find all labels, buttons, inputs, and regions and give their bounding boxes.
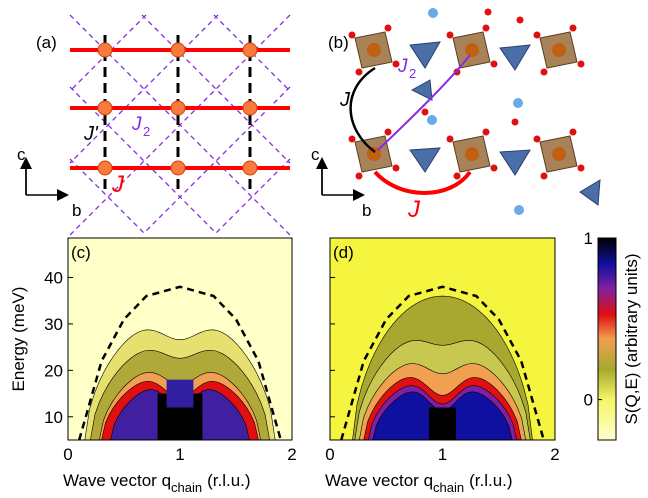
colorbar-label: S(Q,E) (arbitrary units)	[622, 254, 641, 425]
panel-label: (c)	[71, 243, 91, 262]
panel-label: (b)	[328, 33, 349, 52]
x-label-unit: (r.l.u.)	[207, 471, 250, 490]
contour-fill	[68, 238, 292, 440]
x-tick-label: 2	[287, 445, 296, 464]
j2-subscript: 2	[143, 124, 150, 139]
x-label-unit: (r.l.u.)	[469, 471, 512, 490]
figure: (a) c b J' J 2 J (b) c b J' J 2 J 012102…	[0, 0, 648, 498]
axis-label: b	[362, 201, 371, 220]
x-label-sub: chain	[433, 480, 464, 495]
x-axis-label: Wave vector qchain (r.l.u.)	[63, 471, 251, 495]
j-prime-label: J'	[83, 123, 99, 145]
panel-b: (b) c b J' J 2 J	[311, 8, 600, 223]
colorbar-tick-label: 0	[584, 391, 593, 410]
panel-label: (d)	[333, 243, 354, 262]
contour-panel: 0 1 2 (d) Wave vector qchain (r.l.u.)	[325, 238, 560, 495]
j2-label: J	[397, 56, 408, 77]
colorbar-gradient	[598, 238, 616, 440]
panel-label: (a)	[36, 33, 57, 52]
x-tick-label: 1	[438, 445, 447, 464]
j-label: J	[407, 196, 421, 223]
y-tick-label: 10	[44, 408, 63, 427]
j2-subscript: 2	[409, 66, 416, 81]
panel-a: (a) c b J' J 2 J	[17, 15, 290, 235]
axis-label: c	[311, 145, 320, 164]
y-tick-label: 40	[44, 268, 63, 287]
y-tick-label: 20	[44, 361, 63, 380]
y-axis-label: Energy (meV)	[9, 287, 28, 392]
x-tick-label: 2	[550, 445, 559, 464]
x-axis-label: Wave vector qchain (r.l.u.)	[325, 471, 513, 495]
contour-fill	[330, 238, 555, 440]
colorbar: 0 1 S(Q,E) (arbitrary units)	[584, 229, 641, 440]
axis-label: b	[72, 201, 81, 220]
tetrahedra	[410, 42, 600, 205]
j2-label: J	[131, 114, 142, 135]
axes-arrows	[26, 165, 66, 195]
axis-label: c	[17, 145, 26, 164]
y-tick-label: 30	[44, 315, 63, 334]
x-label-main: Wave vector q	[63, 471, 171, 490]
contour-panel: 0 1 2 10 20 30 40 (c) Energy (meV) Wave vector qc…	[9, 238, 297, 495]
colorbar-tick-label: 1	[584, 229, 593, 248]
x-label-sub: chain	[171, 480, 202, 495]
mid-intensity	[167, 380, 194, 408]
j-prime-label: J'	[339, 89, 355, 111]
x-label-main: Wave vector q	[325, 471, 433, 490]
x-tick-label: 1	[175, 445, 184, 464]
x-tick-label: 0	[63, 445, 72, 464]
x-tick-label: 0	[325, 445, 334, 464]
j-label: J	[111, 171, 125, 198]
